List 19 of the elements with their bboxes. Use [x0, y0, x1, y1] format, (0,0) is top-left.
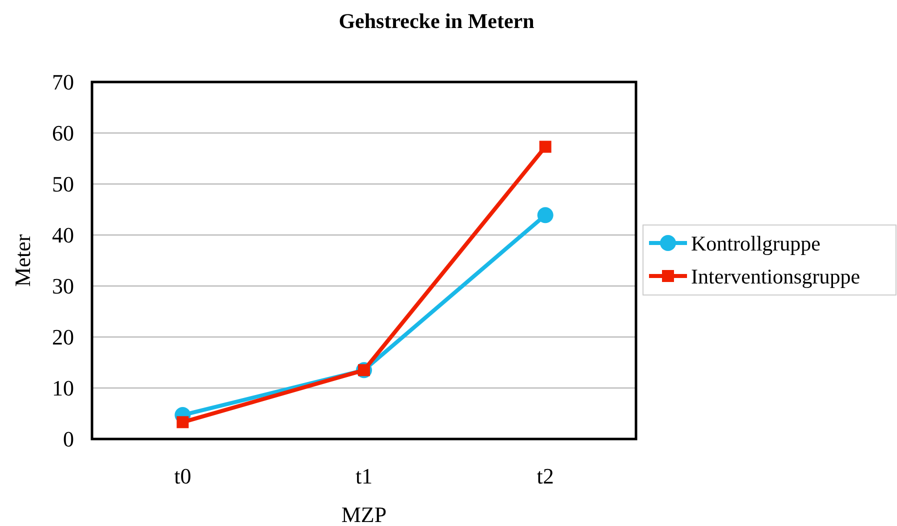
x-tick-label: t2: [536, 464, 554, 489]
legend-label: Interventionsgruppe: [691, 264, 860, 288]
legend-label: Kontrollgruppe: [691, 231, 820, 256]
y-tick-label: 0: [63, 426, 74, 452]
x-axis-title: MZP: [341, 502, 387, 526]
x-tick-label: t0: [174, 464, 192, 489]
point: [537, 207, 554, 224]
chart-title: Gehstrecke in Metern: [338, 9, 535, 33]
y-tick-label: 50: [52, 172, 74, 197]
y-tick-label: 70: [52, 70, 74, 95]
y-tick-label: 40: [52, 222, 74, 248]
x-tick-label: t1: [355, 464, 373, 489]
y-tick-label: 20: [52, 324, 74, 350]
y-axis-title: Meter: [10, 234, 35, 287]
point: [539, 140, 552, 153]
y-tick-label: 60: [52, 120, 74, 146]
point: [176, 416, 189, 428]
y-tick-label: 30: [52, 274, 74, 299]
y-tick-label: 10: [52, 376, 74, 401]
